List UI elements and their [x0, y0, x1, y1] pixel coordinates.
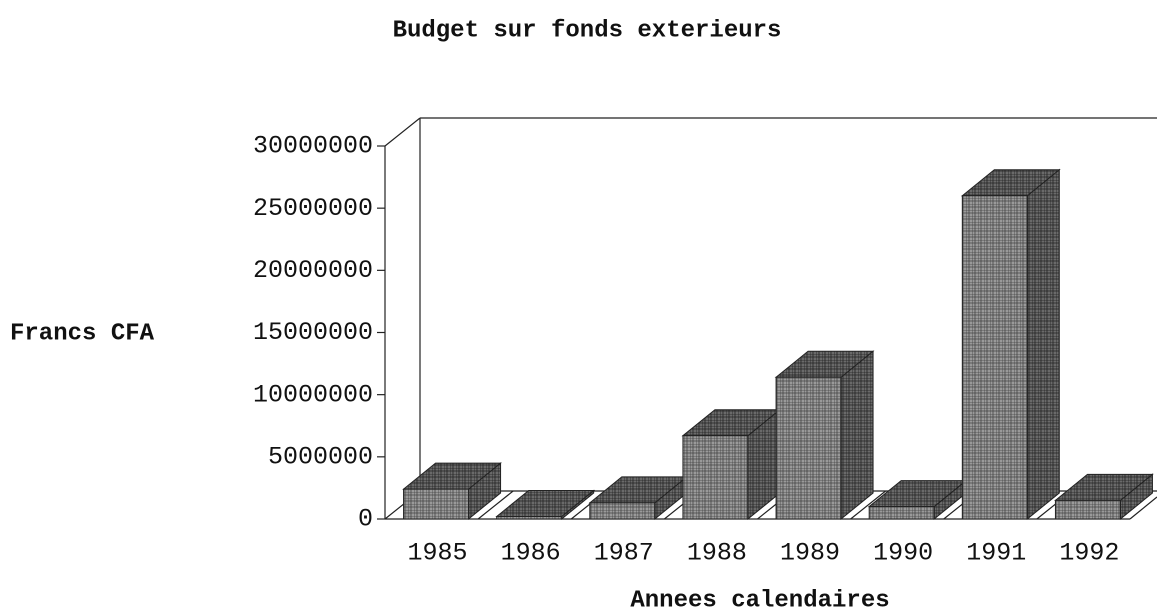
x-tick-label: 1990	[873, 539, 933, 568]
bar	[589, 502, 656, 520]
x-tick-label: 1988	[687, 539, 747, 568]
bar	[775, 376, 842, 520]
left-wall-top	[384, 117, 421, 147]
bar-side	[1026, 168, 1060, 521]
y-tick-label: 25000000	[253, 194, 373, 223]
bar	[961, 195, 1028, 520]
y-axis-label: Francs CFA	[10, 320, 155, 347]
x-tick-label: 1991	[966, 539, 1026, 568]
x-tick-label: 1987	[594, 539, 654, 568]
x-tick-label: 1986	[501, 539, 561, 568]
bar	[868, 506, 935, 520]
bar	[682, 435, 749, 520]
y-tick-label: 20000000	[253, 256, 373, 285]
y-tick-label: 0	[358, 505, 373, 534]
y-tick-label: 5000000	[268, 442, 373, 471]
bar	[496, 516, 563, 520]
bar	[403, 488, 470, 520]
x-tick-label: 1985	[408, 539, 468, 568]
bar-side	[840, 350, 874, 521]
y-tick-label: 15000000	[253, 318, 373, 347]
floor-divider	[477, 490, 514, 520]
x-tick-label: 1992	[1059, 539, 1119, 568]
bar	[1054, 499, 1121, 520]
chart-title: Budget sur fonds exterieurs	[393, 17, 782, 44]
x-axis-label: Annees calendaires	[630, 587, 889, 612]
y-tick-label: 10000000	[253, 380, 373, 409]
floor-right	[1129, 496, 1157, 520]
x-tick-label: 1989	[780, 539, 840, 568]
y-tick-label: 30000000	[253, 132, 373, 161]
floor-divider	[850, 490, 886, 520]
